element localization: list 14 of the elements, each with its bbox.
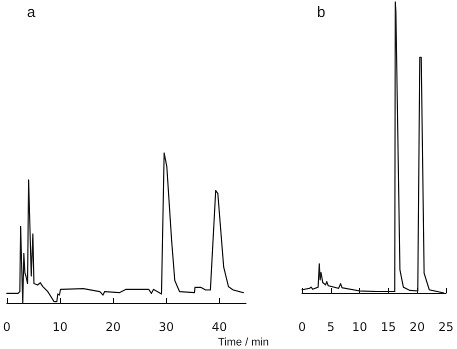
x-tick-label: 0 [2, 320, 11, 334]
x-tick-label: 5 [326, 320, 335, 334]
x-tick-label: 25 [438, 320, 454, 334]
x-tick-label: 20 [410, 320, 425, 334]
x-tick-label: 15 [380, 320, 396, 334]
chart-title: a [27, 4, 36, 21]
x-tick-label: 0 [298, 320, 306, 334]
chart-title: b [317, 4, 326, 21]
x-tick-label: 30 [158, 320, 174, 334]
x-axis-title: Time / min [218, 336, 269, 348]
x-tick-label: 40 [212, 320, 228, 334]
x-tick-label: 20 [105, 320, 121, 334]
x-tick-label: 10 [52, 320, 68, 334]
x-tick-label: 10 [352, 320, 368, 334]
